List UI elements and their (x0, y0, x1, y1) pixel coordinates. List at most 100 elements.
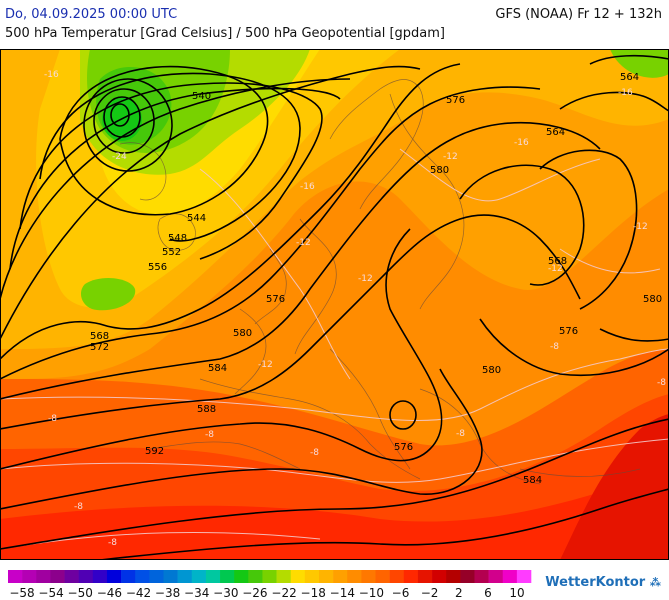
legend-tick-label: −46 (96, 586, 123, 600)
legend-swatch (220, 570, 235, 583)
geopotential-contours (0, 54, 669, 560)
contour-label: 576 (266, 294, 285, 305)
brand-logo-mark-icon: ⁂ (649, 576, 661, 589)
legend-swatch (8, 570, 23, 583)
legend-tick-label: 6 (484, 586, 492, 600)
contour-label: 592 (145, 446, 164, 457)
geopotential-labels: 540 544 548 552 556 568 572 576 580 584 … (90, 72, 662, 486)
legend-swatch (333, 570, 348, 583)
legend-swatch (290, 570, 306, 583)
contour-label: 548 (168, 233, 187, 244)
contour-label: 556 (148, 262, 167, 273)
isotherm-label: -12 (548, 264, 563, 274)
brand-logo-text: WetterKontor (545, 575, 646, 590)
legend-swatches (8, 570, 532, 583)
legend-swatch (318, 570, 334, 583)
isotherm-label: -8 (657, 378, 666, 388)
legend-swatch (417, 570, 433, 583)
legend-swatch (502, 570, 518, 583)
legend-swatch (149, 570, 164, 583)
legend-swatch (78, 570, 94, 583)
legend-swatch (163, 570, 178, 583)
temperature-band-dark-red (0, 469, 669, 560)
legend-tick-label: −14 (329, 586, 355, 600)
legend-swatch (276, 570, 292, 583)
isotherm-label: -16 (300, 182, 315, 192)
legend-tick-label: −42 (125, 586, 152, 600)
legend-tick-label: −18 (300, 586, 326, 600)
contour-label: 580 (482, 365, 501, 376)
contour-label: 580 (233, 328, 252, 339)
isotherm-label: -12 (633, 222, 648, 232)
contour-label: 568 (90, 331, 109, 342)
legend-swatch (121, 570, 136, 583)
legend-tick-label: −54 (38, 586, 64, 600)
contour-label: 580 (643, 294, 662, 305)
temperature-labels: -24 -16 -12 -12 -12 -12 -16 -12 -8 -8 -8… (44, 70, 666, 548)
legend-swatch (474, 570, 489, 583)
cold-blob-west (80, 277, 136, 311)
isotherm-label: -12 (258, 360, 273, 370)
legend-swatch (234, 570, 249, 583)
contour-label: 552 (162, 247, 181, 258)
legend-swatch (347, 570, 362, 583)
isotherm-label: -8 (48, 414, 57, 424)
isotherm-label: -8 (550, 342, 559, 352)
legend-tick-label: −38 (154, 586, 181, 600)
isotherm-label: -12 (296, 238, 311, 248)
contour-label: 576 (559, 326, 578, 337)
brand-logo: WetterKontor ⁂ (545, 575, 661, 590)
contour-label: 580 (430, 165, 449, 176)
contour-label: 572 (90, 342, 109, 353)
legend-swatch (446, 570, 461, 583)
isotherm-label: -8 (456, 429, 465, 439)
legend-swatch (403, 570, 419, 583)
contour-label: 564 (546, 127, 565, 138)
legend-tick-label: −34 (184, 586, 210, 600)
chart-title: 500 hPa Temperatur [Grad Celsius] / 500 … (5, 26, 446, 41)
isotherm-label: -16 (514, 138, 529, 148)
isotherm-label: -12 (443, 152, 458, 162)
legend-swatch (304, 570, 320, 583)
legend-tick-label: −2 (420, 586, 439, 600)
coastlines (119, 79, 641, 485)
temperature-band-hot-se (560, 414, 669, 560)
contour-label: 576 (394, 442, 413, 453)
forecast-datetime: Do, 04.09.2025 00:00 UTC (5, 7, 178, 22)
legend-swatch (22, 570, 37, 583)
legend-swatch (64, 570, 79, 583)
contour-label: 544 (187, 213, 206, 224)
legend-swatch (92, 570, 108, 583)
isotherm-label: -16 (618, 88, 633, 98)
legend-tick-label: −10 (358, 586, 385, 600)
legend-tick-label: 10 (509, 586, 525, 600)
legend-swatch (191, 570, 207, 583)
legend-swatch (262, 570, 277, 583)
legend-swatch (106, 570, 122, 583)
isotherm-label: -8 (205, 430, 214, 440)
legend-tick-label: −58 (9, 586, 35, 600)
legend-tick-label: −6 (391, 586, 410, 600)
legend-swatch (135, 570, 150, 583)
legend-tick-label: 2 (454, 586, 463, 600)
contour-label: 576 (446, 95, 465, 106)
contour-label: 584 (208, 363, 227, 374)
legend-swatch (488, 570, 504, 583)
legend-swatch (516, 570, 532, 583)
isotherms (0, 148, 669, 550)
contour-label: 564 (620, 72, 639, 83)
legend-swatch (375, 570, 390, 583)
legend-swatch (460, 570, 475, 583)
legend-swatch (50, 570, 65, 583)
model-run-label: GFS (NOAA) Fr 12 + 132h (495, 7, 662, 22)
legend-swatch (177, 570, 193, 583)
contour-label: 584 (523, 475, 542, 486)
isotherm-label: -8 (310, 448, 319, 458)
legend-tick-label: −50 (67, 586, 93, 600)
legend-tick-label: −30 (213, 586, 239, 600)
legend-tick-label: −22 (271, 586, 297, 600)
contour-label: 588 (197, 404, 216, 415)
isotherm-label: -8 (108, 538, 117, 548)
color-scale-legend (8, 570, 532, 583)
isotherm-label: -12 (358, 274, 373, 284)
